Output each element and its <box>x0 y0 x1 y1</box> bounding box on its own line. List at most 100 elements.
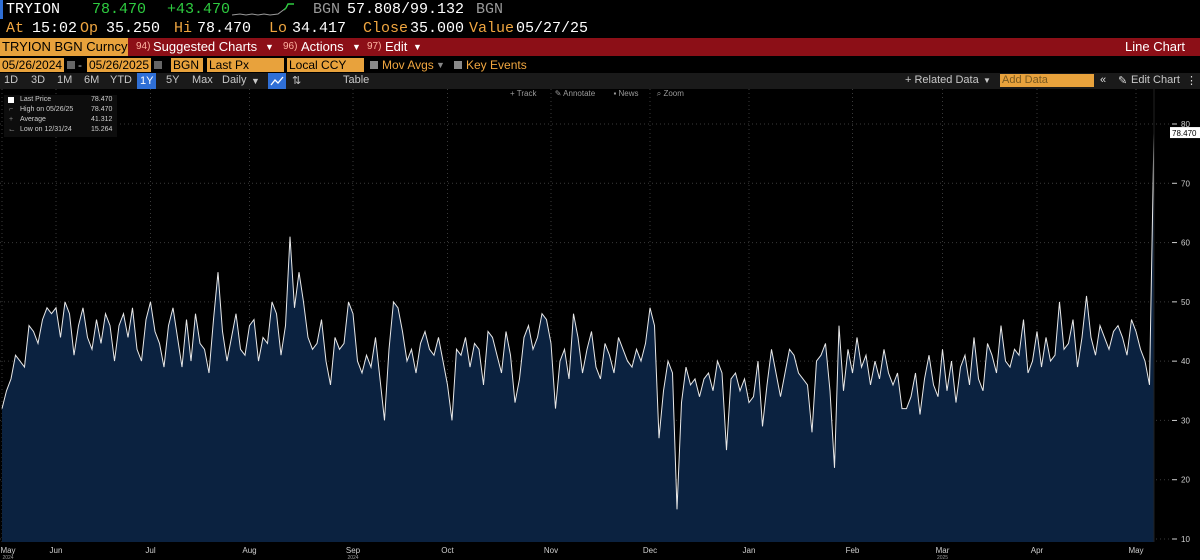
chart-type-label: Line Chart <box>1125 39 1185 54</box>
source-field[interactable]: BGN <box>171 58 203 72</box>
related-data-dropdown-icon[interactable]: ▼ <box>983 76 991 85</box>
y-tick-label: 70 <box>1181 179 1190 188</box>
value-label: Value <box>469 20 515 37</box>
y-tick-label: 50 <box>1181 298 1190 307</box>
security-field[interactable]: TRYION BGN Curncy <box>0 38 128 56</box>
calendar-icon-2[interactable] <box>154 61 162 69</box>
value-date: 05/27/25 <box>516 20 589 37</box>
news-tool[interactable]: ▪ News <box>613 89 639 98</box>
legend-value: 41.312 <box>91 116 113 123</box>
edit-num: 97) <box>367 41 382 52</box>
range-1d[interactable]: 1D <box>4 74 19 86</box>
start-date-field[interactable]: 05/26/2024 <box>0 58 64 72</box>
range-1y[interactable]: 1Y <box>137 73 157 89</box>
at-label: At <box>6 20 25 37</box>
x-tick-label: Jun <box>50 546 63 555</box>
source-label: BGN <box>313 1 341 18</box>
table-button[interactable]: Table <box>343 74 370 86</box>
mov-avgs-dropdown-icon[interactable]: ▼ <box>436 60 445 70</box>
annotate-tool[interactable]: ✎ Annotate <box>554 89 596 98</box>
key-events-checkbox[interactable] <box>454 61 462 69</box>
add-data-input[interactable]: Add Data <box>1000 74 1094 87</box>
key-events-label[interactable]: Key Events <box>466 58 527 72</box>
y-axis-bg <box>1170 89 1200 560</box>
collapse-icon[interactable]: « <box>1100 74 1107 86</box>
x-tick-label: Apr <box>1031 546 1044 555</box>
x-tick-label: May <box>1128 546 1143 555</box>
range-1m[interactable]: 1M <box>57 74 73 86</box>
chart-legend: Last Price 78.470 ⌐ High on 05/26/25 78.… <box>4 95 117 137</box>
close-label: Close <box>363 20 409 37</box>
chart-style-icon[interactable]: ⇅ <box>292 75 302 87</box>
edit-dropdown-icon[interactable]: ▼ <box>413 42 422 52</box>
legend-value: 78.470 <box>91 106 113 113</box>
y-tick-label: 30 <box>1181 416 1190 425</box>
legend-label: High on 05/26/25 <box>20 106 74 113</box>
more-options-icon[interactable]: ⋮ <box>1186 75 1197 87</box>
last-value-box <box>1170 127 1200 139</box>
price-line <box>1 133 1155 510</box>
related-data-button[interactable]: + Related Data <box>905 74 979 86</box>
x-tick-year: 2025 <box>937 555 948 560</box>
range-5y[interactable]: 5Y <box>166 74 180 86</box>
zoom-tool[interactable]: ⌕ Zoom <box>656 89 684 98</box>
last-value-text: 78.470 <box>1172 129 1197 138</box>
x-tick-label: Sep <box>346 546 361 555</box>
x-tick-label: Dec <box>643 546 657 555</box>
actions-button[interactable]: Actions <box>301 39 344 54</box>
bid-ask: 57.808/99.132 <box>347 1 465 18</box>
edit-icon[interactable]: ✎ <box>1118 75 1128 87</box>
field-selector[interactable]: Last Px <box>207 58 284 72</box>
y-axis: 10 20 30 40 50 60 70 80 <box>1170 89 1200 560</box>
legend-swatch <box>8 97 14 103</box>
last-price: 78.470 <box>92 1 147 18</box>
mov-avgs-checkbox[interactable] <box>370 61 378 69</box>
ticker[interactable]: TRYION <box>6 1 61 18</box>
mov-avgs-label[interactable]: Mov Avgs <box>382 58 434 72</box>
range-3d[interactable]: 3D <box>31 74 46 86</box>
low-value: 34.417 <box>292 20 347 37</box>
chart-controls: 05/26/2024 - 05/26/2025 BGN Last Px Loca… <box>0 57 1200 73</box>
edit-button[interactable]: Edit <box>385 39 408 54</box>
legend-value: 78.470 <box>91 96 113 103</box>
last-value-label: 78.470 <box>1170 127 1200 139</box>
line-chart-icon[interactable] <box>268 73 286 89</box>
y-tick-label: 60 <box>1181 239 1190 248</box>
suggested-charts-button[interactable]: Suggested Charts <box>153 39 258 54</box>
y-tick-label: 10 <box>1181 535 1190 544</box>
chart-tools: + Track ✎ Annotate ▪ News ⌕ Zoom <box>510 89 700 99</box>
legend-label: Average <box>20 116 46 123</box>
suggested-dropdown-icon[interactable]: ▼ <box>265 42 274 52</box>
edit-chart-button[interactable]: Edit Chart <box>1131 74 1180 86</box>
x-tick-year: 2024 <box>2 555 13 560</box>
frequency-dropdown-icon[interactable]: ▼ <box>251 76 260 86</box>
range-6m[interactable]: 6M <box>84 74 100 86</box>
range-bar: 1D 3D 1M 6M YTD 1Y 5Y Max Daily ▼ ⇅ Tabl… <box>0 73 1200 89</box>
x-tick-year: 2024 <box>347 555 358 560</box>
currency-selector[interactable]: Local CCY <box>287 58 364 72</box>
function-toolbar: TRYION BGN Curncy 94) Suggested Charts ▼… <box>0 38 1200 56</box>
date-dash: - <box>78 58 82 72</box>
high-value: 78.470 <box>197 20 252 37</box>
x-tick-label: Jan <box>743 546 756 555</box>
range-ytd[interactable]: YTD <box>110 74 132 86</box>
legend-label: Last Price <box>20 96 52 103</box>
open-label: Op <box>80 20 99 37</box>
legend-low-icon: ⌙ <box>9 127 15 134</box>
calendar-icon[interactable] <box>67 61 75 69</box>
actions-dropdown-icon[interactable]: ▼ <box>352 42 361 52</box>
open-value: 35.250 <box>106 20 161 37</box>
track-tool[interactable]: + Track <box>510 89 537 98</box>
x-tick-label: Aug <box>242 546 256 555</box>
ticker-accent <box>0 0 3 19</box>
range-max[interactable]: Max <box>192 74 213 86</box>
end-date-field[interactable]: 05/26/2025 <box>87 58 151 72</box>
time-value: 15:02 <box>32 20 78 37</box>
frequency-selector[interactable]: Daily <box>222 74 247 86</box>
x-tick-label: May <box>0 546 15 555</box>
legend-high-icon: ⌐ <box>9 106 14 113</box>
y-tick-label: 80 <box>1181 120 1190 129</box>
net-change: +43.470 <box>167 1 231 18</box>
